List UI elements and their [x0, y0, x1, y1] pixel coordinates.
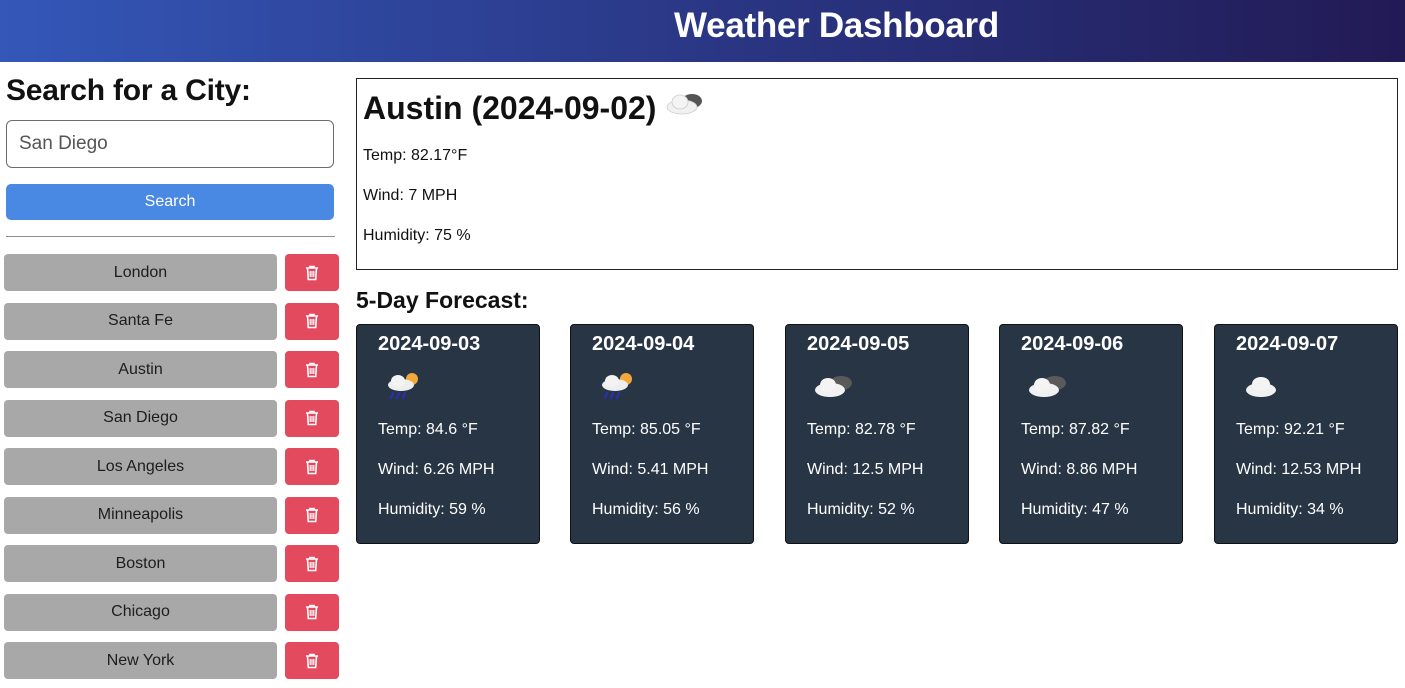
- trash-icon: [306, 604, 318, 620]
- delete-city-button[interactable]: [285, 399, 339, 437]
- search-sidebar: Search for a City: Search London Santa F…: [0, 62, 345, 688]
- rain-sun-icon: [381, 369, 429, 405]
- history-city-button[interactable]: San Diego: [4, 399, 277, 437]
- forecast-heading: 5-Day Forecast:: [356, 287, 529, 313]
- delete-city-button[interactable]: [285, 642, 339, 679]
- forecast-card: 2024-09-03 Temp: 84.6 °F Wind: 6.26 MPH …: [356, 324, 540, 544]
- delete-city-button[interactable]: [285, 448, 339, 485]
- cloudy-icon: [664, 89, 708, 127]
- delete-city-button[interactable]: [285, 545, 339, 582]
- cloud-icon: [1239, 369, 1287, 405]
- forecast-date: 2024-09-06: [1021, 333, 1124, 355]
- trash-icon: [306, 362, 318, 377]
- trash-icon: [306, 265, 318, 280]
- history-item: Austin: [0, 351, 345, 400]
- search-history-list: London Santa Fe Austin San Diego Los Ang…: [0, 254, 345, 688]
- divider: [6, 236, 335, 237]
- page-title: Weather Dashboard: [674, 6, 999, 45]
- forecast-wind: Wind: 12.5 MPH: [807, 461, 924, 478]
- current-temp: Temp: 82.17°F: [363, 147, 468, 164]
- history-city-button[interactable]: New York: [4, 642, 277, 679]
- history-item: Minneapolis: [0, 496, 345, 546]
- forecast-wind: Wind: 5.41 MPH: [592, 461, 709, 478]
- city-search-input[interactable]: [6, 120, 334, 168]
- forecast-humidity: Humidity: 56 %: [592, 501, 700, 518]
- forecast-humidity: Humidity: 34 %: [1236, 501, 1344, 518]
- trash-icon: [306, 410, 318, 426]
- history-item: Chicago: [0, 593, 345, 643]
- history-city-button[interactable]: Boston: [4, 545, 277, 582]
- history-item: London: [0, 254, 345, 303]
- history-city-button[interactable]: Minneapolis: [4, 496, 277, 534]
- forecast-humidity: Humidity: 52 %: [807, 501, 915, 518]
- forecast-date: 2024-09-07: [1236, 333, 1339, 355]
- delete-city-button[interactable]: [285, 254, 339, 291]
- history-item: San Diego: [0, 399, 345, 449]
- forecast-temp: Temp: 92.21 °F: [1236, 421, 1345, 438]
- forecast-temp: Temp: 87.82 °F: [1021, 421, 1130, 438]
- history-city-button[interactable]: Santa Fe: [4, 302, 277, 340]
- delete-city-button[interactable]: [285, 496, 339, 534]
- search-button[interactable]: Search: [6, 184, 334, 220]
- forecast-date: 2024-09-04: [592, 333, 695, 355]
- rain-sun-icon: [595, 369, 643, 405]
- trash-icon: [306, 507, 318, 523]
- current-city-date: Austin (2024-09-02): [363, 89, 657, 126]
- app-header: Weather Dashboard: [0, 0, 1405, 62]
- history-city-button[interactable]: Los Angeles: [4, 448, 277, 485]
- forecast-wind: Wind: 6.26 MPH: [378, 461, 495, 478]
- current-weather-title: Austin (2024-09-02): [363, 89, 708, 127]
- forecast-card: 2024-09-04 Temp: 85.05 °F Wind: 5.41 MPH…: [570, 324, 754, 544]
- forecast-temp: Temp: 84.6 °F: [378, 421, 478, 438]
- history-item: Los Angeles: [0, 448, 345, 497]
- forecast-date: 2024-09-03: [378, 333, 481, 355]
- delete-city-button[interactable]: [285, 302, 339, 340]
- forecast-card: 2024-09-06 Temp: 87.82 °F Wind: 8.86 MPH…: [999, 324, 1183, 544]
- delete-city-button[interactable]: [285, 593, 339, 631]
- forecast-temp: Temp: 82.78 °F: [807, 421, 916, 438]
- forecast-wind: Wind: 12.53 MPH: [1236, 461, 1362, 478]
- trash-icon: [306, 556, 318, 571]
- history-item: Boston: [0, 545, 345, 594]
- current-weather-panel: Austin (2024-09-02) Temp: 82.17°F Wind: …: [356, 78, 1398, 270]
- delete-city-button[interactable]: [285, 351, 339, 388]
- trash-icon: [306, 313, 318, 329]
- forecast-humidity: Humidity: 59 %: [378, 501, 486, 518]
- current-wind: Wind: 7 MPH: [363, 187, 458, 204]
- history-city-button[interactable]: London: [4, 254, 277, 291]
- search-heading: Search for a City:: [6, 74, 251, 107]
- trash-icon: [306, 653, 318, 668]
- trash-icon: [306, 459, 318, 474]
- forecast-card: 2024-09-07 Temp: 92.21 °F Wind: 12.53 MP…: [1214, 324, 1398, 544]
- forecast-cards: 2024-09-03 Temp: 84.6 °F Wind: 6.26 MPH …: [356, 324, 1398, 544]
- history-item: Santa Fe: [0, 302, 345, 352]
- forecast-date: 2024-09-05: [807, 333, 910, 355]
- history-city-button[interactable]: Austin: [4, 351, 277, 388]
- cloudy-icon: [1024, 369, 1072, 405]
- history-item: New York: [0, 642, 345, 688]
- forecast-card: 2024-09-05 Temp: 82.78 °F Wind: 12.5 MPH…: [785, 324, 969, 544]
- current-humidity: Humidity: 75 %: [363, 227, 471, 244]
- history-city-button[interactable]: Chicago: [4, 593, 277, 631]
- forecast-wind: Wind: 8.86 MPH: [1021, 461, 1138, 478]
- cloudy-icon: [810, 369, 858, 405]
- forecast-humidity: Humidity: 47 %: [1021, 501, 1129, 518]
- forecast-temp: Temp: 85.05 °F: [592, 421, 701, 438]
